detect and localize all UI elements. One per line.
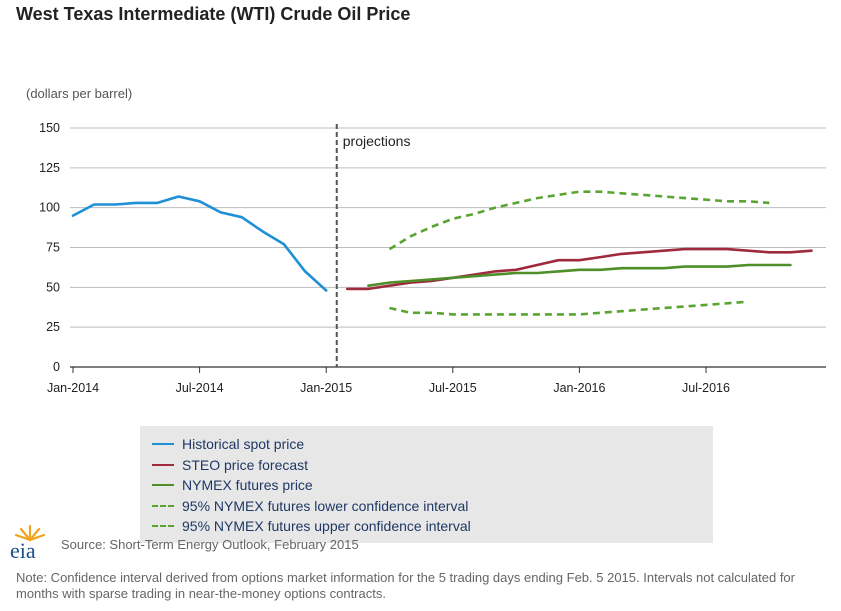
legend-item: 95% NYMEX futures upper confidence inter… <box>152 516 471 536</box>
eia-logo: eia <box>10 522 50 563</box>
legend-swatch <box>152 525 174 527</box>
chart-title: West Texas Intermediate (WTI) Crude Oil … <box>16 4 411 24</box>
y-tick-label: 0 <box>53 360 60 374</box>
legend-item: 95% NYMEX futures lower confidence inter… <box>152 496 468 516</box>
series-line-4 <box>388 190 770 251</box>
y-tick-label: 100 <box>39 201 60 215</box>
series-line-2 <box>367 263 792 288</box>
x-tick-label: Jan-2014 <box>47 381 99 395</box>
x-tick-label: Jan-2016 <box>553 381 605 395</box>
series-line-1 <box>345 247 813 291</box>
footnote: Note: Confidence interval derived from o… <box>16 570 795 601</box>
y-tick-label: 50 <box>46 280 60 294</box>
series-line-0 <box>71 195 328 292</box>
projection-label: projections <box>343 133 411 149</box>
y-tick-label: 150 <box>39 121 60 135</box>
legend-item: NYMEX futures price <box>152 475 313 495</box>
grid-lines <box>70 127 826 328</box>
chart-canvas: 0 25 50 75 100 125 150 Jan-2014 Jul-2014 Jan-2015… <box>39 121 826 395</box>
legend-label: NYMEX futures price <box>182 477 313 493</box>
x-tick-label: Jul-2016 <box>682 381 730 395</box>
eia-logo-rays-icon <box>14 524 46 542</box>
eia-logo-text: eia <box>10 538 36 563</box>
legend: Historical spot price STEO price forecast… <box>140 426 713 543</box>
legend-swatch <box>152 504 174 507</box>
series-line-3 <box>389 300 749 316</box>
x-tick-label: Jan-2015 <box>300 381 352 395</box>
x-tick-label: Jul-2014 <box>176 381 224 395</box>
legend-item: STEO price forecast <box>152 455 308 475</box>
y-tick-label: 125 <box>39 161 60 175</box>
legend-swatch <box>152 463 174 466</box>
axes: 0 25 50 75 100 125 150 Jan-2014 Jul-2014 Jan-2015… <box>39 121 826 395</box>
legend-swatch <box>152 443 174 445</box>
x-tick-label: Jul-2015 <box>429 381 477 395</box>
legend-swatch <box>152 484 174 486</box>
y-tick-label: 25 <box>46 320 60 334</box>
legend-item: Historical spot price <box>152 434 304 454</box>
legend-label: 95% NYMEX futures lower confidence inter… <box>182 497 469 514</box>
y-axis-unit-label: (dollars per barrel) <box>26 86 133 101</box>
source-text: Source: Short-Term Energy Outlook, Febru… <box>61 537 359 552</box>
legend-label: STEO price forecast <box>182 456 309 473</box>
y-tick-label: 75 <box>46 241 60 255</box>
legend-label: Historical spot price <box>182 436 305 452</box>
series-lines <box>71 190 813 316</box>
legend-label: 95% NYMEX futures upper confidence inter… <box>182 518 471 534</box>
